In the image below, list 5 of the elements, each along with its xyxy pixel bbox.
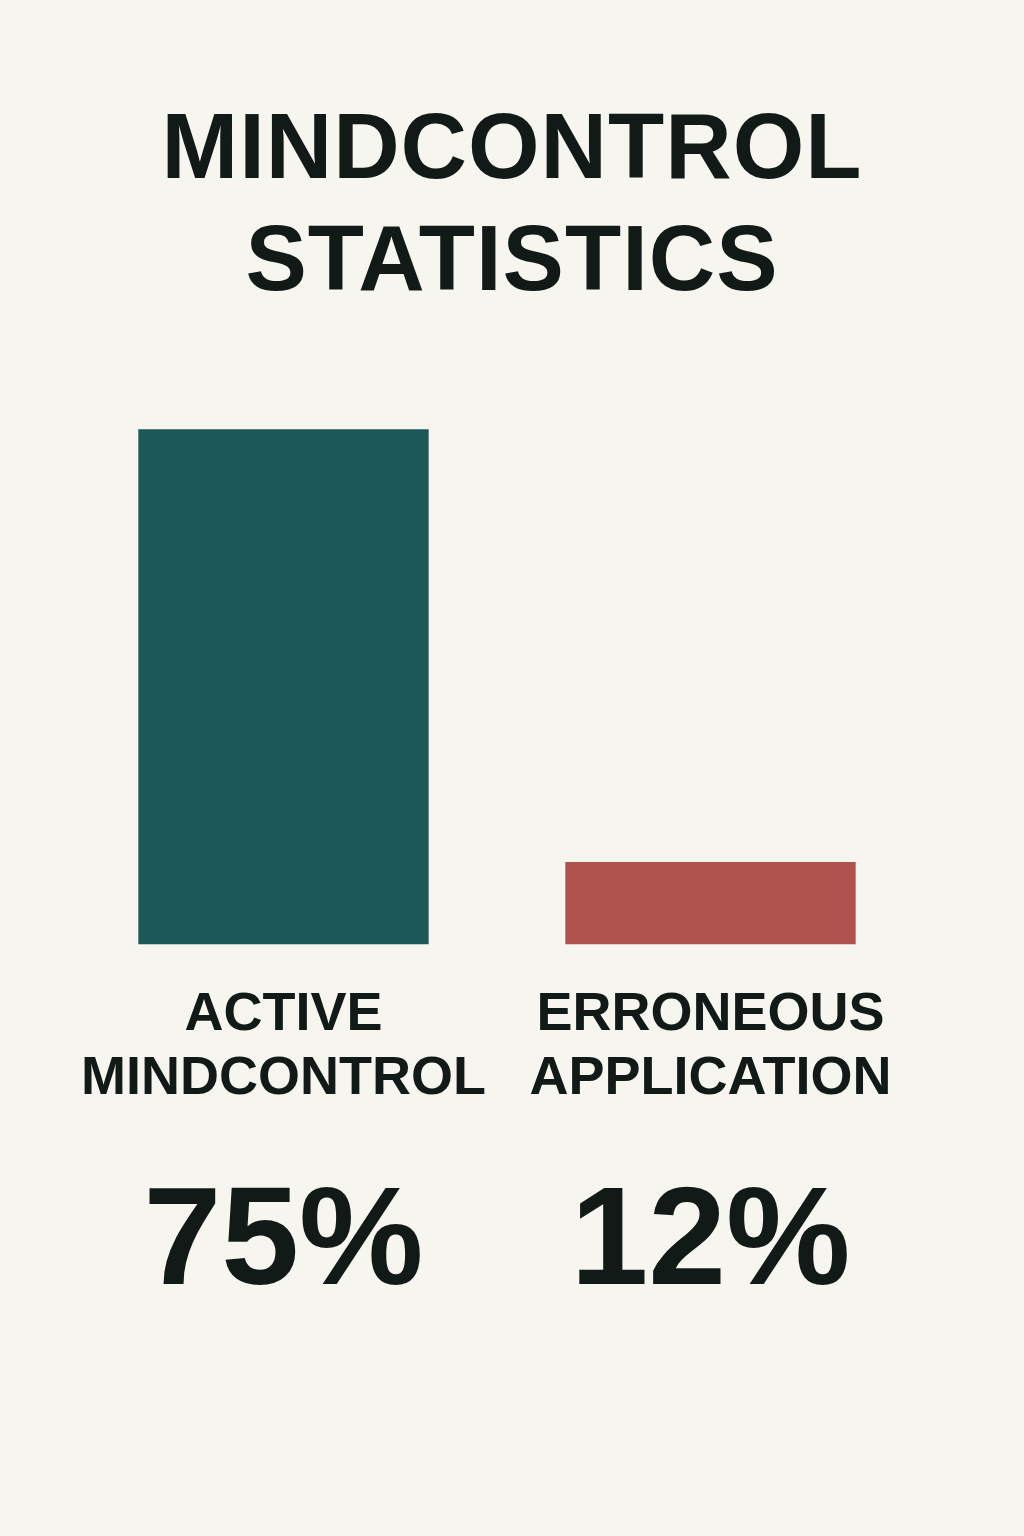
data-label: 75% xyxy=(143,1157,424,1315)
x-tick-label: ERRONEOUS APPLICATION xyxy=(529,980,892,1106)
data-label: 12% xyxy=(570,1157,851,1315)
chart-title: MINDCONTROL STATISTICS xyxy=(160,94,864,311)
x-tick-label: ACTIVE MINDCONTROL xyxy=(81,980,486,1106)
